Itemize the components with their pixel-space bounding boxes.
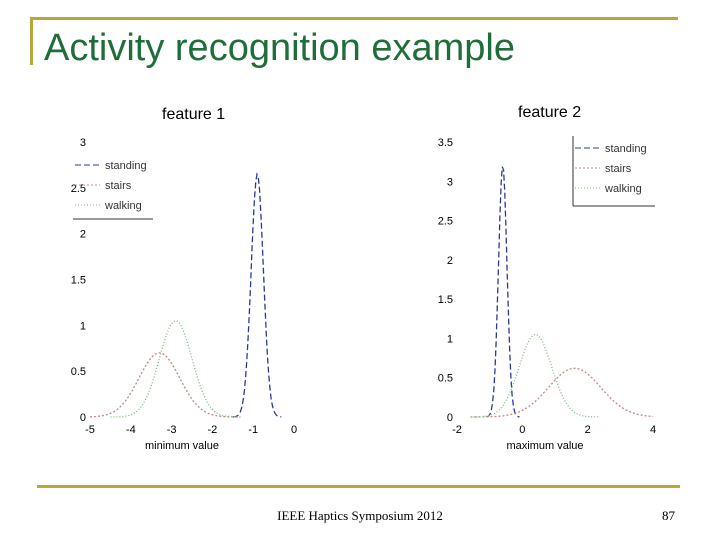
series-line-stairs xyxy=(470,367,654,418)
y-tick-label: 2 xyxy=(80,229,86,241)
legend: standing stairs walking xyxy=(73,160,153,220)
x-tick-label: 4 xyxy=(650,424,656,436)
legend-label-standing: standing xyxy=(105,160,147,172)
y-tick-label: 2 xyxy=(447,255,453,267)
legend-label-stairs: stairs xyxy=(605,163,632,175)
legend: standing stairs walking xyxy=(572,136,655,207)
chart-1-title: feature 1 xyxy=(162,106,226,123)
legend-label-walking: walking xyxy=(604,183,642,195)
series-line-walking xyxy=(470,333,601,418)
y-tick-label: 0.5 xyxy=(438,373,453,385)
series-line-standing xyxy=(486,166,520,418)
x-tick-label: -2 xyxy=(208,424,218,436)
left-rule xyxy=(30,17,33,65)
top-rule xyxy=(30,17,678,20)
y-tick-label: 3 xyxy=(447,176,453,188)
x-tick-label: 0 xyxy=(519,424,525,436)
y-tick-label: 0 xyxy=(447,412,453,424)
y-tick-label: 2.5 xyxy=(71,183,86,195)
x-axis-label: maximum value xyxy=(506,440,583,452)
y-tick-label: 3.5 xyxy=(438,137,453,149)
x-tick-label: -1 xyxy=(248,424,258,436)
x-axis-label: minimum value xyxy=(145,440,219,452)
slide-title: Activity recognition example xyxy=(44,27,515,69)
x-tick-label: -5 xyxy=(85,424,95,436)
x-tick-label: -2 xyxy=(452,424,462,436)
bottom-rule xyxy=(37,485,680,488)
legend-label-stairs: stairs xyxy=(105,180,132,192)
y-tick-label: 1.5 xyxy=(438,294,453,306)
x-tick-label: -4 xyxy=(126,424,136,436)
y-tick-label: 2.5 xyxy=(438,216,453,228)
x-tick-label: 2 xyxy=(585,424,591,436)
series-line-standing xyxy=(232,171,282,418)
x-tick-label: 0 xyxy=(291,424,297,436)
chart-1: 0 0.5 1 1.5 2 2.5 3 -5 -4 -3 -2 -1 0 minimum value sta… xyxy=(71,137,297,452)
series-line-stairs xyxy=(90,352,241,418)
y-tick-label: 0.5 xyxy=(71,366,86,378)
legend-label-standing: standing xyxy=(605,143,647,155)
legend-label-walking: walking xyxy=(104,200,142,212)
y-tick-label: 1.5 xyxy=(71,275,86,287)
chart-2-title: feature 2 xyxy=(518,104,582,121)
y-tick-label: 1 xyxy=(447,333,453,345)
footer-text: IEEE Haptics Symposium 2012 xyxy=(277,508,443,523)
y-tick-label: 1 xyxy=(80,320,86,332)
y-tick-label: 0 xyxy=(80,412,86,424)
y-tick-label: 3 xyxy=(80,137,86,149)
x-tick-label: -3 xyxy=(167,424,177,436)
page-number: 87 xyxy=(662,508,675,523)
